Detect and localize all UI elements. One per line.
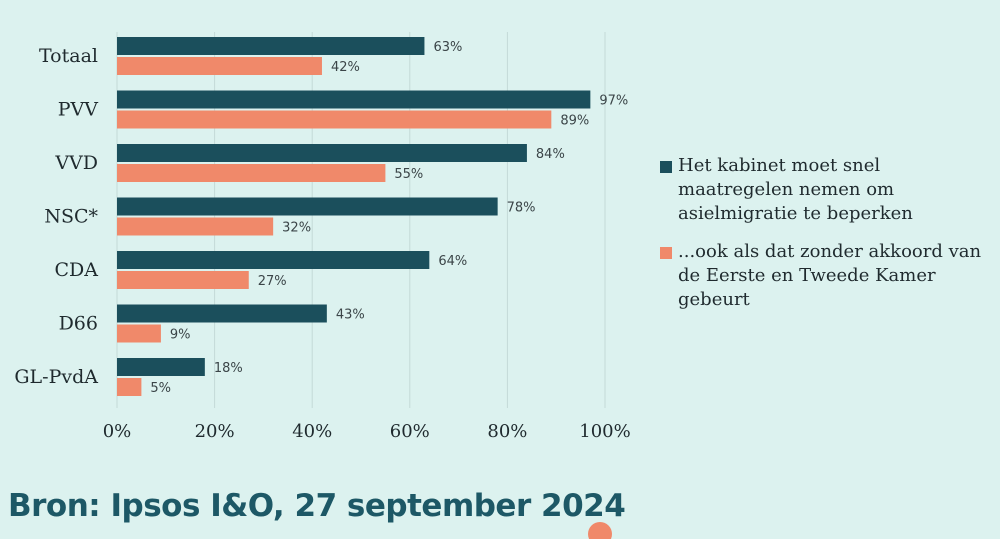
category-label-3: NSC*	[44, 206, 98, 228]
data-label-series-1-6: 18%	[214, 361, 243, 376]
bar-series-2-1	[117, 110, 552, 129]
bar-series-2-6	[117, 378, 142, 396]
data-label-series-2-3: 32%	[282, 221, 311, 236]
legend-swatch-series-1	[660, 161, 672, 173]
legend: Het kabinet moet snel maatregelen nemen …	[660, 154, 995, 326]
bar-series-1-6	[117, 358, 205, 376]
bars	[117, 37, 591, 396]
legend-label-series-1: Het kabinet moet snel maatregelen nemen …	[678, 155, 913, 224]
data-label-series-2-0: 42%	[331, 60, 360, 75]
bar-series-1-3	[117, 197, 498, 216]
category-label-6: GL-PvdA	[14, 366, 98, 388]
data-label-series-2-2: 55%	[394, 167, 423, 182]
category-label-1: PVV	[58, 99, 99, 121]
legend-swatch-series-2	[660, 247, 672, 259]
bar-series-1-0	[117, 37, 425, 55]
source-caption: Bron: Ipsos I&O, 27 september 2024	[8, 488, 626, 524]
x-tick-label-1: 20%	[195, 421, 235, 442]
x-tick-label-2: 40%	[292, 421, 332, 442]
labels: 0% 20% 40% 60% 80% 100% Totaal 63% 42% PVV 97% 89% V…	[14, 40, 630, 442]
legend-label-series-2: ...ook als dat zonder akkoord van de Eer…	[678, 241, 982, 310]
legend-item-series-2: ...ook als dat zonder akkoord van de Eer…	[660, 240, 995, 312]
bar-chart: 0% 20% 40% 60% 80% 100% Totaal 63% 42% PVV 97% 89% V…	[14, 32, 631, 442]
data-label-series-1-2: 84%	[536, 147, 565, 162]
legend-item-series-1: Het kabinet moet snel maatregelen nemen …	[660, 154, 995, 226]
bar-series-1-2	[117, 144, 527, 162]
data-label-series-1-1: 97%	[599, 94, 628, 109]
data-label-series-2-4: 27%	[258, 274, 287, 289]
data-label-series-1-5: 43%	[336, 308, 365, 323]
bar-series-2-0	[117, 57, 322, 75]
x-tick-label-5: 100%	[579, 421, 630, 442]
bar-series-2-4	[117, 271, 249, 289]
category-label-2: VVD	[54, 152, 98, 174]
data-label-series-1-0: 63%	[433, 40, 462, 55]
data-label-series-2-6: 5%	[150, 381, 171, 396]
bar-series-1-1	[117, 90, 591, 109]
x-tick-label-3: 60%	[390, 421, 430, 442]
bar-series-2-5	[117, 324, 161, 343]
x-tick-label-0: 0%	[103, 421, 132, 442]
data-label-series-2-5: 9%	[170, 328, 191, 343]
category-label-0: Totaal	[39, 45, 98, 67]
bar-series-2-2	[117, 164, 386, 182]
category-label-5: D66	[59, 313, 98, 335]
data-label-series-2-1: 89%	[560, 114, 589, 129]
data-label-series-1-3: 78%	[507, 201, 536, 216]
bar-series-1-4	[117, 251, 430, 269]
category-label-4: CDA	[55, 259, 99, 281]
decorative-dot	[588, 522, 612, 539]
data-label-series-1-4: 64%	[438, 254, 467, 269]
bar-series-2-3	[117, 217, 274, 236]
bar-series-1-5	[117, 304, 327, 323]
x-tick-label-4: 80%	[487, 421, 527, 442]
